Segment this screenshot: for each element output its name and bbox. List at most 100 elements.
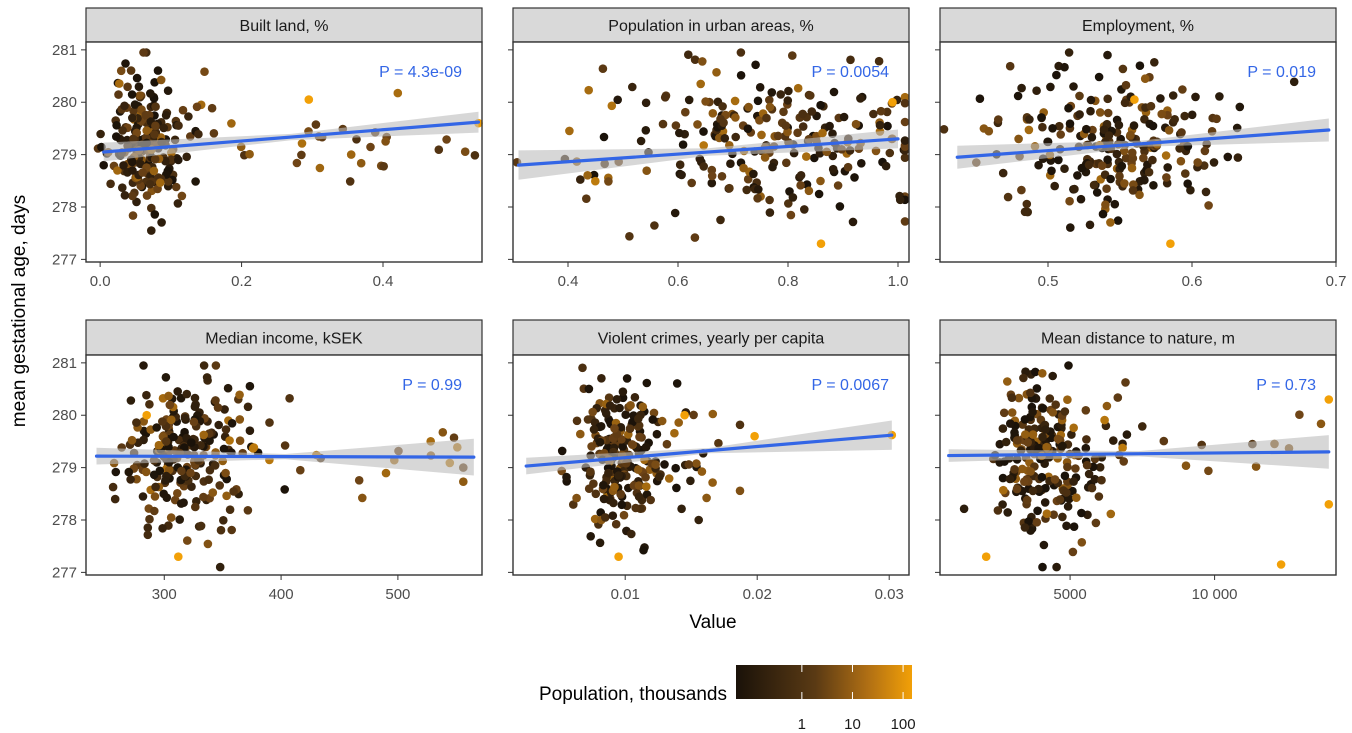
data-point (591, 489, 601, 499)
data-point (622, 374, 632, 383)
data-point (130, 100, 140, 109)
plot-border (85, 354, 483, 576)
data-point (167, 415, 176, 425)
data-point (825, 121, 834, 131)
facet-strip (939, 7, 1337, 43)
data-point (751, 60, 760, 70)
data-point (1071, 464, 1080, 473)
data-point (881, 161, 891, 171)
data-point (586, 467, 595, 477)
legend-title: Population, thousands (539, 684, 727, 705)
data-point (1140, 74, 1150, 83)
data-point (1003, 377, 1012, 386)
data-point (151, 482, 160, 492)
data-point (1099, 125, 1109, 134)
data-point (681, 107, 690, 117)
data-point (120, 101, 129, 111)
data-point (796, 181, 805, 190)
data-point (735, 486, 745, 496)
data-point (1095, 108, 1105, 117)
data-point (1204, 201, 1213, 210)
data-point (1081, 443, 1091, 453)
data-point (1013, 91, 1023, 101)
data-point (828, 151, 838, 161)
x-tick-label: 0.8 (778, 273, 799, 290)
data-point (959, 504, 969, 514)
y-tick-label: 280 (52, 94, 77, 111)
data-point (152, 423, 161, 432)
data-point (1048, 371, 1057, 381)
data-point (1233, 153, 1243, 162)
data-point (635, 432, 644, 442)
data-point (129, 106, 138, 116)
y-tick-label: 277 (52, 251, 77, 268)
data-point (1161, 151, 1171, 160)
data-point (839, 112, 849, 122)
x-tick-label: 1.0 (888, 273, 909, 290)
facet-title: Mean distance to nature, m (1041, 331, 1235, 348)
data-point (207, 103, 217, 113)
data-point (114, 90, 123, 99)
confidence-band (948, 435, 1329, 469)
data-point (1017, 185, 1026, 195)
data-point (690, 233, 700, 242)
data-point (190, 393, 200, 403)
data-point (634, 414, 643, 424)
data-point (1014, 393, 1024, 403)
data-point (354, 476, 364, 485)
data-point (1041, 425, 1050, 434)
data-point (1215, 92, 1224, 101)
data-point (128, 191, 137, 201)
data-point (984, 126, 994, 136)
data-point (900, 217, 910, 226)
y-tick-label: 279 (52, 147, 77, 164)
y-tick-label: 281 (52, 355, 77, 372)
data-point (150, 78, 159, 87)
data-point (173, 199, 183, 208)
data-point (202, 373, 212, 382)
data-point (660, 460, 669, 469)
data-point (1109, 436, 1118, 445)
data-point (150, 130, 159, 139)
data-point (634, 492, 644, 502)
data-point (1113, 216, 1123, 225)
data-point (1063, 462, 1072, 472)
data-point (736, 48, 746, 57)
data-point (767, 88, 777, 97)
x-tick-label: 10 000 (1192, 586, 1238, 603)
data-point (765, 95, 774, 105)
data-point (124, 467, 134, 477)
data-point (1095, 463, 1105, 472)
data-point (1120, 179, 1129, 188)
data-point (672, 483, 681, 493)
data-point (1005, 474, 1015, 484)
data-point (1069, 522, 1079, 531)
data-point (145, 400, 154, 409)
data-point (1138, 422, 1147, 431)
data-point (1020, 523, 1030, 532)
data-point (1098, 209, 1108, 219)
facet-panel: Violent crimes, yearly per capita P = 0.0… (508, 319, 910, 603)
data-point (1094, 492, 1104, 501)
data-point (1201, 187, 1211, 197)
data-point (675, 128, 684, 138)
data-point (1103, 50, 1112, 60)
data-point (99, 160, 108, 170)
data-point (128, 211, 138, 220)
data-point (216, 525, 226, 535)
data-point (132, 197, 141, 207)
data-point (610, 424, 619, 433)
data-point (1085, 220, 1095, 230)
data-point (1177, 128, 1186, 137)
data-point (203, 539, 213, 549)
data-point (1101, 200, 1110, 209)
data-point (1047, 166, 1056, 176)
data-point (1103, 94, 1112, 104)
data-point (1077, 508, 1086, 518)
data-point (1168, 91, 1178, 100)
data-point (235, 415, 245, 424)
data-point (1121, 153, 1131, 163)
data-point (460, 147, 470, 156)
data-point (1089, 180, 1099, 190)
data-point (163, 86, 173, 95)
